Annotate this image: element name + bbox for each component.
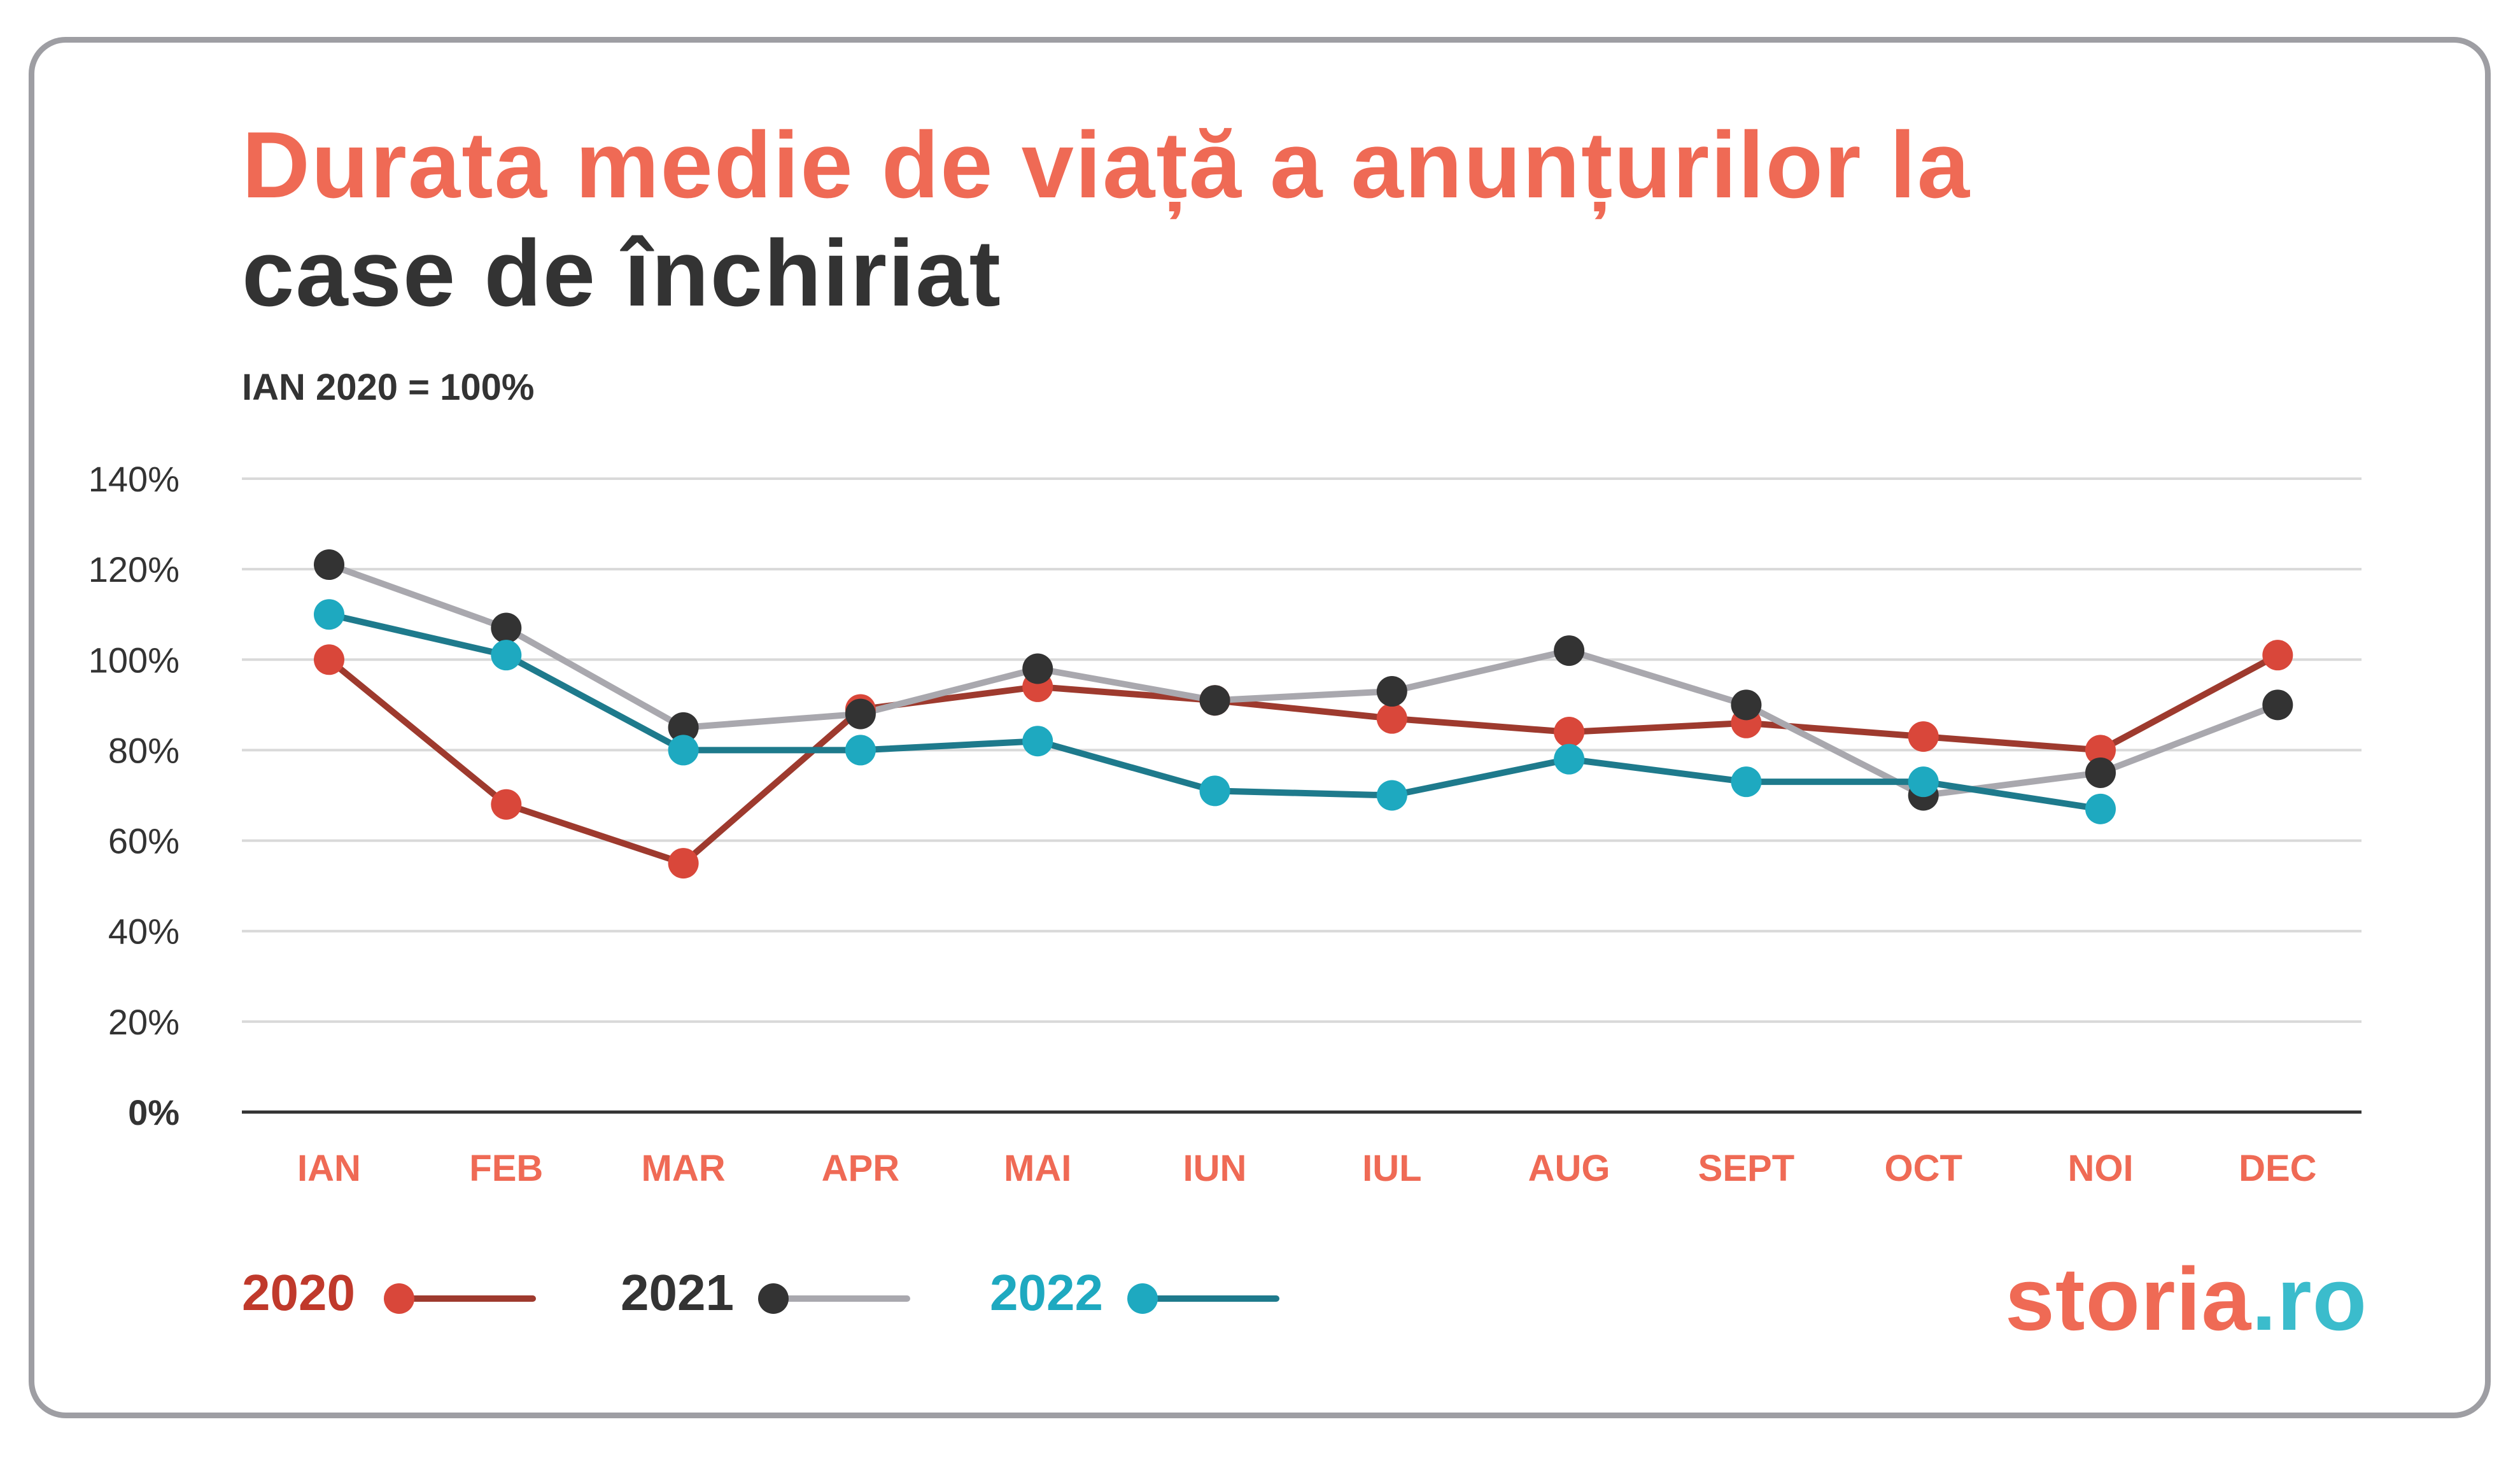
data-point-2022 — [1908, 766, 1939, 798]
chart-subtitle: IAN 2020 = 100% — [242, 367, 535, 408]
data-point-2021 — [1376, 676, 1407, 707]
x-tick-label: DEC — [2239, 1148, 2316, 1189]
data-point-2021 — [1022, 653, 1053, 684]
y-tick-label: 80% — [108, 730, 179, 770]
x-tick-label: OCT — [1884, 1148, 1962, 1189]
legend-marker-2021 — [758, 1283, 789, 1314]
chart-title-line2: case de închiriat — [242, 221, 1002, 326]
data-point-2022 — [1376, 780, 1407, 811]
data-point-2020 — [491, 789, 522, 820]
storia-logo: storia.ro — [2005, 1248, 2367, 1351]
series-line-2020 — [326, 652, 2281, 867]
y-tick-label: 60% — [108, 821, 179, 861]
data-point-2021 — [2262, 689, 2293, 721]
data-point-2020 — [1908, 721, 1939, 752]
data-point-2022 — [314, 599, 344, 630]
y-tick-label: 140% — [88, 459, 179, 499]
data-point-2020 — [2085, 735, 2116, 766]
x-tick-label: IAN — [297, 1148, 361, 1189]
x-tick-label: NOI — [2067, 1148, 2133, 1189]
data-point-2021 — [2085, 757, 2116, 788]
data-point-2022 — [668, 735, 699, 766]
y-tick-label: 100% — [88, 640, 179, 680]
data-point-2021 — [1554, 635, 1585, 666]
chart-card — [29, 37, 2491, 1418]
data-point-2022 — [2085, 793, 2116, 824]
data-point-2022 — [491, 640, 522, 671]
legend-label-2022: 2022 — [990, 1264, 1103, 1321]
data-point-2022 — [845, 735, 876, 766]
data-point-2021 — [1731, 689, 1762, 721]
data-point-2020 — [668, 848, 699, 879]
logo-main-text: storia — [2005, 1249, 2252, 1349]
y-tick-label: 120% — [88, 549, 179, 589]
logo-suffix-text: .ro — [2251, 1249, 2368, 1349]
x-tick-label: IUN — [1183, 1148, 1247, 1189]
data-point-2021 — [1199, 685, 1230, 716]
data-point-2021 — [668, 712, 699, 743]
x-tick-label: FEB — [469, 1148, 543, 1189]
data-point-2020 — [1376, 703, 1407, 734]
legend-marker-2020 — [384, 1283, 414, 1314]
y-tick-label: 0% — [128, 1092, 179, 1132]
data-point-2022 — [1554, 744, 1585, 775]
x-tick-label: SEPT — [1698, 1148, 1795, 1189]
x-tick-label: AUG — [1528, 1148, 1610, 1189]
chart-title-line1: Durata medie de viață a anunțurilor la — [242, 113, 1971, 218]
x-tick-label: IUL — [1362, 1148, 1421, 1189]
data-point-2021 — [845, 698, 876, 730]
y-tick-label: 40% — [108, 912, 179, 952]
x-tick-label: APR — [822, 1148, 899, 1189]
data-point-2022 — [1731, 766, 1762, 798]
legend-marker-2022 — [1127, 1283, 1158, 1314]
series-line-2021 — [326, 561, 2281, 799]
y-tick-label: 20% — [108, 1002, 179, 1042]
x-tick-label: MAI — [1004, 1148, 1071, 1189]
data-point-2021 — [314, 549, 344, 581]
x-tick-label: MAR — [642, 1148, 726, 1189]
data-point-2020 — [1554, 717, 1585, 747]
data-point-2022 — [1199, 775, 1230, 807]
data-point-2020 — [2262, 640, 2293, 671]
data-point-2022 — [1022, 726, 1053, 757]
legend-label-2021: 2021 — [621, 1264, 734, 1321]
legend-label-2020: 2020 — [242, 1264, 355, 1321]
data-point-2020 — [314, 644, 344, 675]
data-point-2021 — [491, 612, 522, 644]
